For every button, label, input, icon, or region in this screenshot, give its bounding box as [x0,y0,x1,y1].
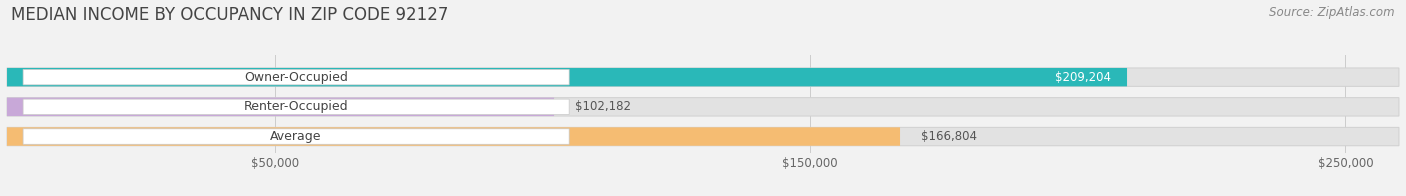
Text: Owner-Occupied: Owner-Occupied [245,71,349,84]
Text: $209,204: $209,204 [1054,71,1111,84]
Text: $166,804: $166,804 [921,130,977,143]
FancyBboxPatch shape [22,69,569,85]
FancyBboxPatch shape [7,127,1399,146]
Text: Average: Average [270,130,322,143]
Text: MEDIAN INCOME BY OCCUPANCY IN ZIP CODE 92127: MEDIAN INCOME BY OCCUPANCY IN ZIP CODE 9… [11,6,449,24]
FancyBboxPatch shape [7,98,1399,116]
FancyBboxPatch shape [7,68,1399,86]
Text: Source: ZipAtlas.com: Source: ZipAtlas.com [1270,6,1395,19]
FancyBboxPatch shape [22,129,569,144]
FancyBboxPatch shape [7,68,1128,86]
Text: Renter-Occupied: Renter-Occupied [243,100,349,113]
FancyBboxPatch shape [7,127,900,146]
FancyBboxPatch shape [7,98,554,116]
FancyBboxPatch shape [22,99,569,115]
Text: $102,182: $102,182 [575,100,631,113]
